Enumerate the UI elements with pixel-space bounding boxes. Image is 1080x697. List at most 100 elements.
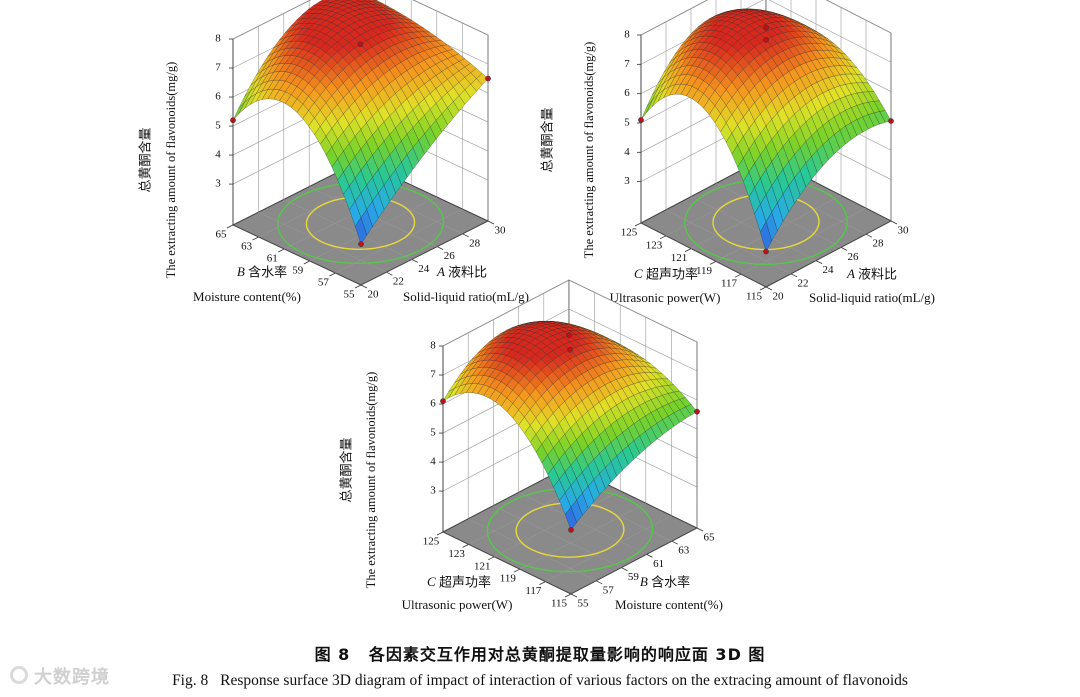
response-surface [232,0,489,245]
design-point [694,408,700,415]
right-axis-tick-label: 20 [773,291,785,303]
left-axis-tick-label: 115 [551,598,568,610]
left-axis-tick [488,556,495,561]
design-point [763,248,769,255]
wall-gridline-z [640,0,892,36]
right-axis-tick-label: 63 [678,545,690,557]
z-axis-title-cn: 总黄酮含量 [138,127,154,192]
z-tick-label: 8 [430,340,436,352]
right-axis-title-cn: A 液料比 [846,266,897,283]
left-axis-tick-label: 119 [696,265,713,277]
design-point [566,332,572,338]
left-axis-tick [462,544,469,548]
left-axis-tick [709,261,717,265]
left-axis-tick-label: 117 [721,278,738,290]
z-tick-label: 7 [215,62,221,74]
left-axis-tick [226,224,234,229]
left-axis-tick [659,235,667,240]
right-axis-tick [462,233,469,238]
right-axis-tick [696,527,704,532]
left-axis-tick [278,248,285,253]
left-axis-tick [252,236,259,241]
right-axis-tick-label: 57 [603,584,615,596]
right-axis-tick-label: 22 [798,277,809,289]
design-point [763,24,769,31]
z-tick-label: 3 [624,175,630,187]
z-tick-label: 8 [215,33,221,45]
left-axis-tick [684,248,692,252]
surface-patch [564,506,577,531]
z-tick-label: 4 [430,456,436,468]
left-axis-tick-label: 123 [448,548,465,560]
right-axis-tick-label: 55 [578,598,590,610]
right-axis-title-en: Solid-liquid ratio(mL/g) [403,289,529,304]
right-axis-tick [437,246,444,250]
left-axis-title-cn: C 超声功率 [634,266,698,283]
left-axis-tick-label: 119 [500,573,517,585]
right-axis-tick-label: 28 [873,238,885,250]
left-axis-tick-label: 121 [671,252,688,264]
right-axis-title-en: Moisture content(%) [615,597,723,612]
right-axis-tick [765,286,773,291]
floor-gridline [519,502,646,570]
floor-gridline [518,492,647,555]
design-point [357,41,364,48]
right-axis-tick-label: 26 [444,250,456,262]
z-tick-label: 6 [215,91,221,103]
right-axis-title-cn: B 含水率 [640,574,690,591]
right-axis-tick [890,220,898,225]
right-axis-tick-label: 24 [418,263,430,275]
design-point [485,75,491,82]
left-axis-tick-label: 123 [646,239,663,251]
right-axis-tick [596,580,603,585]
design-point [568,527,574,533]
left-axis-tick-label: 121 [474,560,491,572]
left-axis-tick [436,531,444,536]
right-axis-tick [646,554,653,558]
wall-gridline-z [232,0,489,40]
response-surface [442,320,698,531]
left-axis-tick [354,284,362,289]
z-axis-title-cn: 总黄酮含量 [540,107,556,172]
left-axis-tick-label: 125 [423,536,440,548]
z-tick-label: 4 [624,146,630,158]
right-axis-tick-label: 65 [704,532,716,544]
wall-gridline-z [640,0,892,65]
right-axis-tick [815,260,823,264]
z-tick-label: 5 [430,427,436,439]
left-axis-title-en: Ultrasonic power(W) [402,597,513,612]
left-axis-tick [734,273,742,278]
z-axis-title-en: The extracting amount of flavonoids(mg/g… [164,62,178,279]
right-axis-tick-label: 24 [823,264,835,276]
response-surface-plot-1: 3 4 5 6 7 8 总黄酮含量 The extracting amount of flav… [138,0,529,304]
wall-gridline-z [442,279,698,347]
z-tick-label: 7 [624,58,630,70]
design-point [230,117,236,124]
left-axis-tick-label: 57 [318,277,330,289]
left-axis-tick-label: 63 [241,241,253,253]
left-axis-tick-label: 61 [267,253,278,265]
surface-patch [354,217,368,245]
right-axis-tick [386,271,393,276]
left-axis-tick-label: 117 [525,585,542,597]
right-axis-title-cn: A 液料比 [436,264,487,281]
left-axis-tick [564,593,572,598]
z-tick-label: 5 [215,120,221,132]
response-surface [640,8,892,253]
left-axis-title-cn: C 超声功率 [427,574,491,591]
right-axis-tick-label: 22 [393,276,404,288]
left-axis-title-cn: B 含水率 [237,264,287,281]
right-axis-tick [790,273,798,278]
design-point [567,346,573,353]
z-tick-label: 7 [430,369,436,381]
z-axis-title-en: The extracting amount of flavonoids(mg/g… [364,372,378,589]
right-axis-tick [570,593,578,598]
design-point [888,118,894,124]
z-tick-label: 4 [215,149,221,161]
floor-gridline [493,505,622,568]
right-axis-tick [671,540,678,545]
right-axis-tick-label: 61 [653,558,664,570]
response-surface-plot-2: 3 4 5 6 7 8 总黄酮含量 The extracting amount of flav… [540,0,935,305]
floor-gridline [690,196,817,261]
